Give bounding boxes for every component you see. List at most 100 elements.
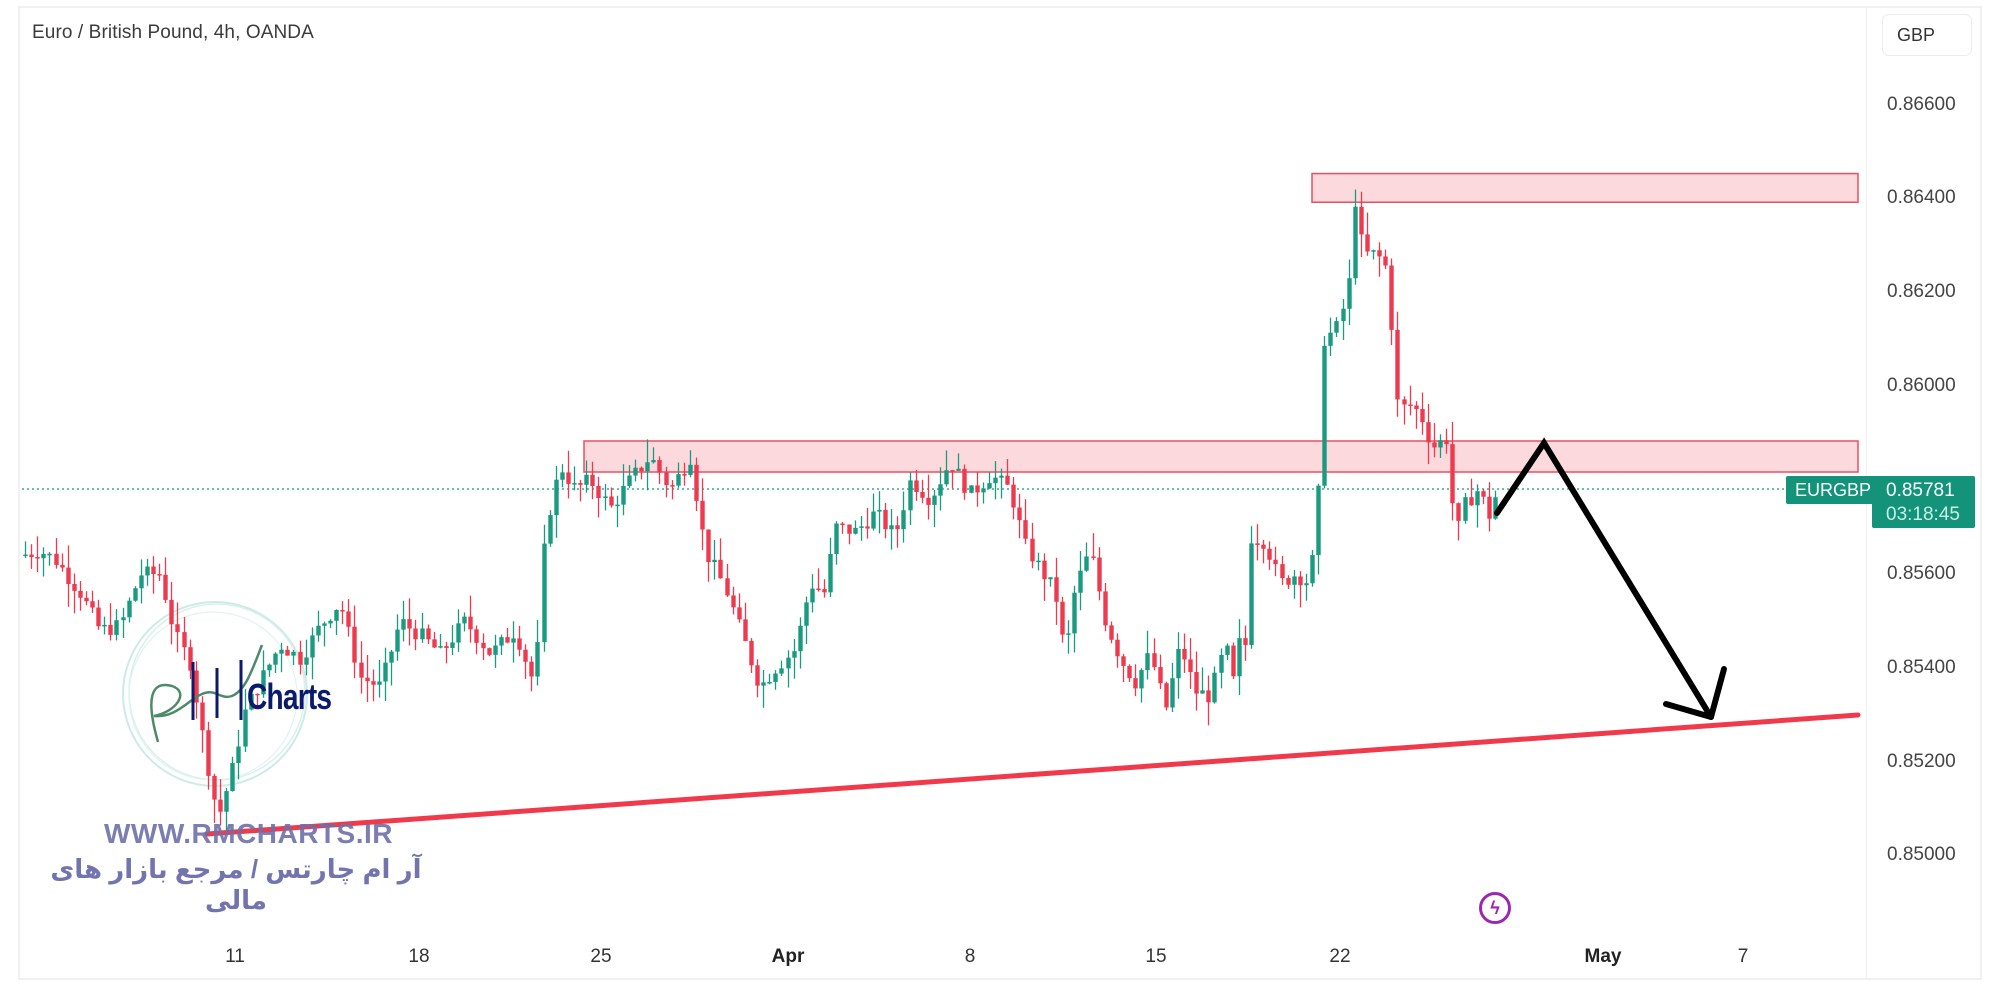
candle [1322, 345, 1327, 486]
candle [749, 640, 754, 666]
candle [969, 485, 974, 493]
price-tick-label: 0.85600 [1887, 563, 1956, 584]
candle [938, 484, 943, 496]
candle [1487, 496, 1492, 519]
currency-button[interactable]: GBP [1882, 14, 1972, 56]
projected-path-arrow [1494, 437, 1714, 720]
candle [993, 477, 998, 484]
candle [230, 763, 235, 792]
candle [35, 557, 40, 559]
lightning-icon[interactable]: ϟ [1479, 892, 1511, 924]
candle [1414, 405, 1419, 410]
candle [224, 791, 229, 812]
candle [1164, 683, 1169, 708]
candle [487, 648, 492, 655]
candle [395, 629, 400, 652]
candle [529, 661, 534, 677]
resistance-zone-middle[interactable] [583, 440, 1859, 473]
candle [657, 460, 662, 473]
candle [420, 628, 425, 640]
candle [139, 575, 144, 589]
candle [840, 523, 845, 526]
candle [96, 607, 101, 627]
candle [706, 529, 711, 562]
candle [908, 480, 913, 511]
candle [1170, 678, 1175, 708]
candle [1072, 592, 1077, 634]
candle [279, 649, 284, 654]
candle [1426, 422, 1431, 443]
candle [694, 464, 699, 501]
rm-logo-mark [150, 644, 264, 743]
watermark-url: WWW.RMCHARTS.IR [104, 818, 394, 849]
candle [639, 467, 644, 472]
candle [371, 681, 376, 685]
candle [194, 670, 199, 703]
candle [212, 775, 217, 800]
candle [114, 620, 119, 635]
candle [755, 665, 760, 686]
candle [493, 645, 498, 655]
candle [1273, 559, 1278, 565]
candle [975, 485, 980, 493]
candle [914, 480, 919, 492]
candle [645, 462, 650, 472]
candle [1463, 497, 1468, 521]
candle [1432, 442, 1437, 448]
candle [1280, 564, 1285, 579]
candle [1188, 659, 1193, 673]
candle [72, 584, 77, 591]
candle [474, 629, 479, 643]
candle [90, 601, 95, 608]
candle [950, 470, 955, 472]
candle [175, 624, 180, 633]
candle [1017, 507, 1022, 521]
candle [243, 709, 248, 747]
candle [505, 637, 510, 643]
candle [834, 523, 839, 554]
candle [615, 504, 620, 507]
candle [1347, 278, 1352, 309]
candle [60, 564, 65, 568]
candle [206, 730, 211, 776]
candle [255, 693, 260, 696]
candle [298, 651, 303, 665]
time-tick-label: 7 [1737, 946, 1749, 967]
candle [1353, 206, 1358, 279]
watermark-tagline: آر ام چارتس / مرجع بازار های مالی [50, 854, 422, 915]
candle [261, 670, 266, 695]
candle [670, 485, 675, 487]
candle [352, 626, 357, 663]
price-tick-label: 0.85000 [1887, 844, 1956, 865]
candle [1011, 484, 1016, 508]
arrow-head [1663, 666, 1727, 720]
candle [444, 646, 449, 648]
candle [633, 467, 638, 476]
resistance-zone-upper[interactable] [1311, 172, 1859, 203]
candle [1115, 639, 1120, 657]
candle [54, 553, 59, 565]
candle [865, 526, 870, 529]
watermark-logo-text: Charts [247, 676, 332, 717]
candle [627, 475, 632, 486]
candle [920, 491, 925, 498]
candle [133, 588, 138, 601]
candle [712, 559, 717, 562]
candle [621, 485, 626, 505]
chart-frame [18, 6, 1982, 980]
candle [1091, 556, 1096, 558]
candle [1042, 560, 1047, 580]
candle [1341, 308, 1346, 322]
bar-countdown: 03:18:45 [1886, 504, 1960, 525]
candle [1438, 440, 1443, 448]
candle [401, 619, 406, 630]
candle [1048, 577, 1053, 580]
candle [535, 642, 540, 677]
candle [188, 647, 193, 671]
candle [108, 624, 113, 635]
candle [1371, 250, 1376, 252]
candle [1249, 543, 1254, 645]
candle [47, 553, 52, 556]
candle [1145, 653, 1150, 671]
